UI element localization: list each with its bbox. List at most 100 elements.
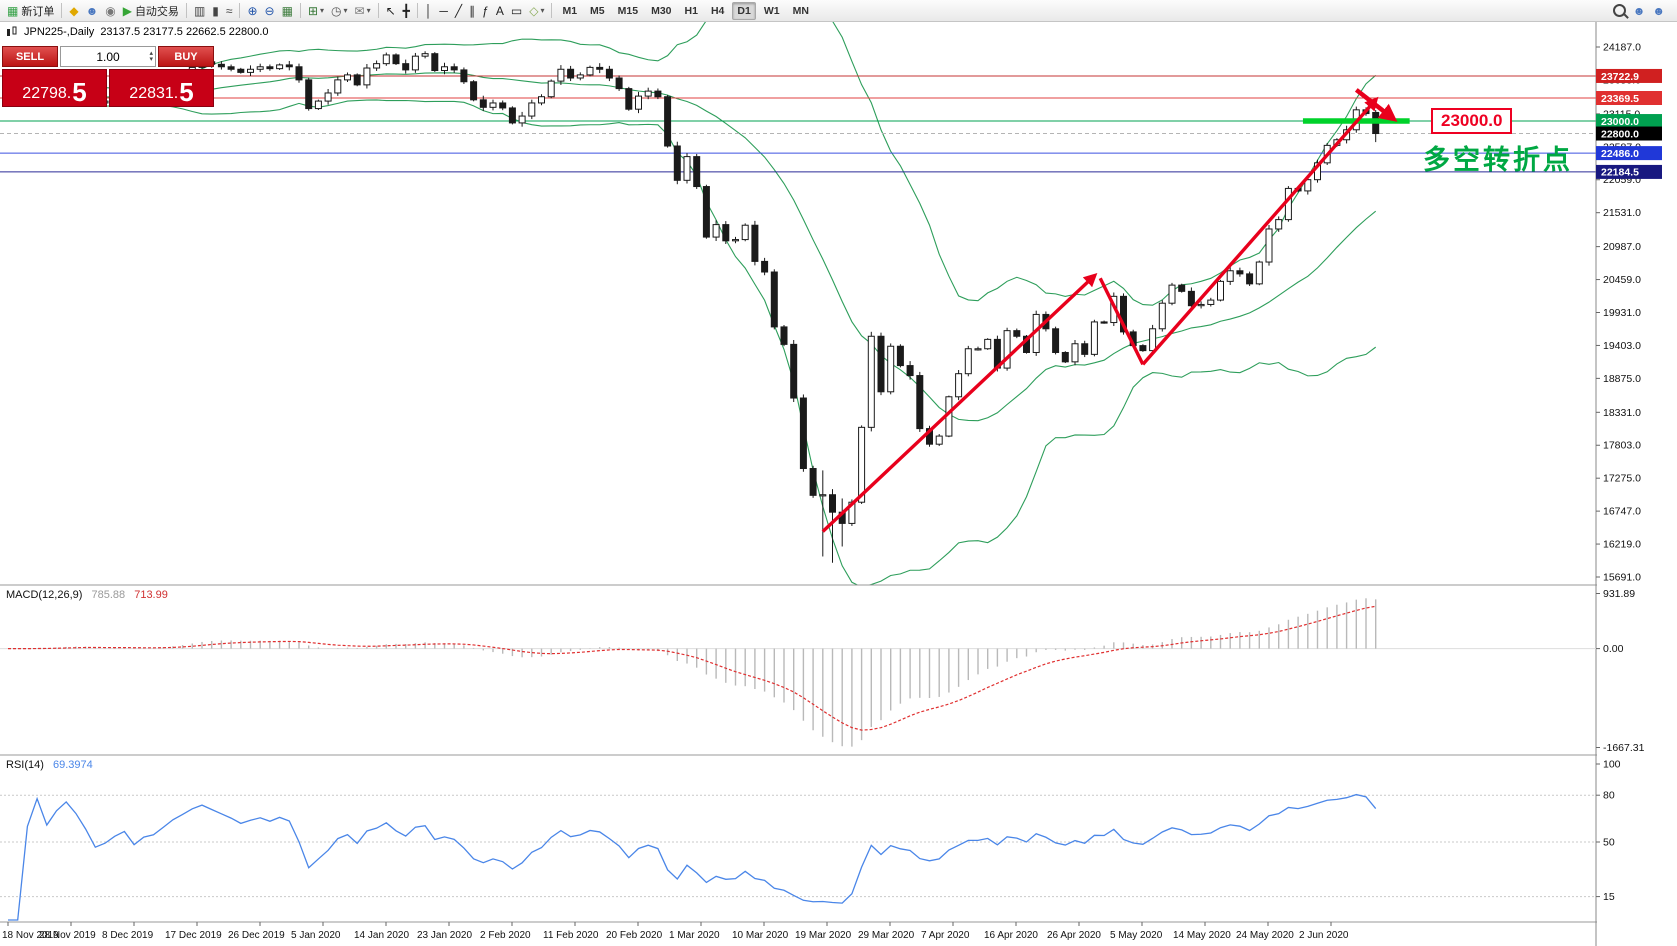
periods-button[interactable]: ◷ ▾ (328, 1, 351, 20)
horizontal-line-button[interactable]: ─ (436, 1, 451, 20)
line-chart-button[interactable]: ≈ (223, 1, 236, 20)
svg-text:24187.0: 24187.0 (1603, 42, 1641, 54)
price-callout-label: 23000.0 (1431, 108, 1513, 134)
vertical-line-button[interactable]: │ (422, 1, 436, 20)
svg-text:23 Jan 2020: 23 Jan 2020 (417, 930, 472, 941)
toolbar-separator (239, 3, 241, 18)
zoom-out-button[interactable]: ⊖ (262, 1, 278, 20)
candlestick-chart-icon: ▮ (212, 3, 219, 18)
trendline-button[interactable]: ╱ (452, 1, 465, 20)
chart-title: JPN225-,Daily 23137.5 23177.5 22662.5 22… (6, 26, 269, 38)
svg-text:19 Mar 2020: 19 Mar 2020 (795, 930, 852, 941)
equidistant-channel-button[interactable]: ∥ (466, 1, 478, 20)
sell-price: 22798. (22, 85, 72, 102)
svg-text:26 Apr 2020: 26 Apr 2020 (1047, 930, 1101, 941)
templates-dropdown-arrow[interactable]: ▾ (366, 6, 371, 15)
timeframe-m15-button[interactable]: M15 (617, 4, 639, 17)
svg-text:16219.0: 16219.0 (1603, 539, 1641, 551)
timeframe-h1-button[interactable]: H1 (684, 4, 698, 17)
svg-text:21531.0: 21531.0 (1603, 207, 1641, 219)
charts-button[interactable]: ◆ (66, 1, 81, 20)
periods-dropdown-arrow[interactable]: ▾ (343, 6, 348, 15)
new-order-button[interactable]: ▦ 新订单 (4, 1, 57, 20)
volume-decrease-button[interactable]: ▾ (149, 55, 153, 63)
new-chart-button[interactable]: ⊞ ▾ (305, 1, 327, 20)
rsi-value: 69.3974 (52, 759, 93, 771)
cursor-icon: ↖ (385, 3, 396, 18)
timeframe-m30-button[interactable]: M30 (651, 4, 672, 17)
templates-button[interactable]: ✉ ▾ (352, 1, 374, 20)
timeframe-m1-button[interactable]: M1 (562, 4, 578, 17)
fibonacci-button[interactable]: ƒ (479, 1, 492, 20)
periods-icon: ◷ (331, 3, 342, 18)
horizontal-line-icon: ─ (439, 3, 448, 18)
profiles-icon: ☻ (85, 3, 99, 18)
new-chart-icon: ⊞ (307, 3, 319, 18)
equidistant-channel-icon: ∥ (469, 3, 476, 18)
buy-price-display[interactable]: 22831. 5 (109, 69, 214, 107)
svg-text:23000.0: 23000.0 (1601, 116, 1639, 128)
svg-text:23722.9: 23722.9 (1601, 71, 1639, 83)
autotrading-button[interactable]: ▶ 自动交易 (120, 1, 182, 20)
sell-button[interactable]: SELL (2, 46, 58, 67)
svg-text:100: 100 (1603, 759, 1621, 771)
volume-input[interactable]: 1.00 ▴ ▾ (60, 46, 156, 67)
svg-text:14 Jan 2020: 14 Jan 2020 (354, 930, 409, 941)
toolbar-buttons-group: ▦ 新订单 ◆ ☻ ◉ ▶ 自动交易 ▥ ▮ ≈ ⊕ ⊖ ▦ ⊞ ▾ ◷ ▾ ✉ ▾ ↖ ╋ │ ─ ╱ ∥ ƒ A ▭ ◇ ▾ M1 M5 M… (4, 1, 1613, 20)
new-order-icon: ▦ (7, 3, 19, 18)
zoom-in-icon: ⊕ (247, 3, 258, 18)
zoom-in-button[interactable]: ⊕ (244, 1, 260, 20)
autotrading-label: 自动交易 (134, 5, 179, 18)
zoom-out-icon: ⊖ (264, 3, 275, 18)
buy-price-pip: 5 (179, 76, 194, 107)
timeframe-w1-button[interactable]: W1 (763, 4, 780, 17)
svg-text:8 Dec 2019: 8 Dec 2019 (102, 930, 154, 941)
text-icon: A (495, 3, 504, 18)
search-icon[interactable] (1612, 4, 1626, 17)
svg-text:16747.0: 16747.0 (1603, 506, 1641, 518)
line-chart-icon: ≈ (225, 3, 233, 18)
vertical-line-icon: │ (424, 3, 433, 18)
turning-point-annotation: 多空转折点 (1423, 145, 1573, 175)
volume-value: 1.00 (96, 49, 120, 64)
market-watch-button[interactable]: ◉ (102, 1, 118, 20)
bar-chart-button[interactable]: ▥ (191, 1, 208, 20)
arrows-dropdown-arrow[interactable]: ▾ (540, 6, 545, 15)
svg-text:5 Jan 2020: 5 Jan 2020 (291, 930, 341, 941)
svg-text:-1667.31: -1667.31 (1603, 742, 1645, 754)
text-button[interactable]: A (493, 1, 507, 20)
arrows-button[interactable]: ◇ ▾ (526, 1, 547, 20)
volume-increase-button[interactable]: ▴ (149, 49, 153, 57)
svg-text:17 Dec 2019: 17 Dec 2019 (165, 930, 222, 941)
buy-button[interactable]: BUY (158, 46, 214, 67)
toolbar-separator (299, 3, 301, 18)
text-label-button[interactable]: ▭ (508, 1, 525, 20)
new-chart-dropdown-arrow[interactable]: ▾ (320, 6, 325, 15)
timeframe-mn-button[interactable]: MN (792, 4, 809, 17)
svg-text:17275.0: 17275.0 (1603, 473, 1641, 485)
svg-text:28 Nov 2019: 28 Nov 2019 (39, 930, 96, 941)
timeframe-d1-button[interactable]: D1 (732, 1, 756, 20)
sell-price-display[interactable]: 22798. 5 (2, 69, 107, 107)
svg-text:29 Mar 2020: 29 Mar 2020 (858, 930, 915, 941)
candlestick-mini-icon (7, 26, 17, 36)
arrows-icon: ◇ (529, 3, 539, 18)
profiles-button[interactable]: ☻ (83, 1, 102, 20)
tile-windows-button[interactable]: ▦ (279, 1, 296, 20)
svg-text:19931.0: 19931.0 (1603, 307, 1641, 319)
candlestick-chart-button[interactable]: ▮ (209, 1, 222, 20)
community-icon[interactable]: ☻ (1652, 3, 1665, 18)
cursor-button[interactable]: ↖ (383, 1, 399, 20)
timeframe-h4-button[interactable]: H4 (710, 4, 725, 17)
toolbar-separator (416, 3, 418, 18)
svg-text:22486.0: 22486.0 (1601, 148, 1639, 160)
profile-icon[interactable]: ☻ (1632, 3, 1646, 18)
svg-text:18875.0: 18875.0 (1603, 373, 1641, 385)
crosshair-button[interactable]: ╋ (400, 1, 413, 20)
svg-text:0.00: 0.00 (1603, 643, 1624, 655)
toolbar: ▦ 新订单 ◆ ☻ ◉ ▶ 自动交易 ▥ ▮ ≈ ⊕ ⊖ ▦ ⊞ ▾ ◷ ▾ ✉ ▾ ↖ ╋ │ ─ ╱ ∥ ƒ A ▭ ◇ ▾ M1 M5 M… (0, 0, 1677, 22)
timeframe-m5-button[interactable]: M5 (590, 4, 605, 17)
ohlc-values: 23137.5 23177.5 22662.5 22800.0 (100, 26, 269, 38)
macd-name: MACD(12,26,9) (6, 589, 83, 601)
